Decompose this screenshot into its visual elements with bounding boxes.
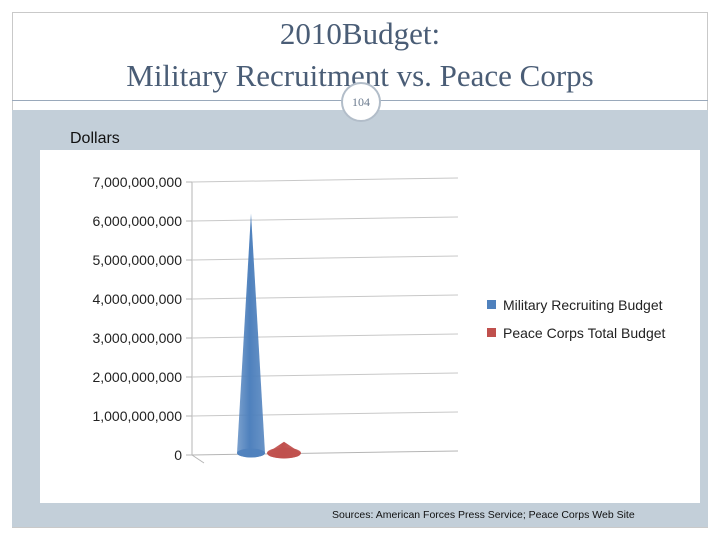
gridline [191,372,459,378]
footer-band [12,503,708,527]
slide-number: 104 [352,95,370,109]
y-tick-label: 4,000,000,000 [92,291,182,307]
y-tick-label: 6,000,000,000 [92,213,182,229]
cone-1 [237,213,265,458]
left-band [12,150,40,503]
gridline [191,255,459,261]
floor-back-edge [191,450,459,456]
legend-swatch-1 [487,300,496,309]
title-line-1: 2010Budget: [279,16,441,51]
legend-swatch-2 [487,328,496,337]
gridline [191,294,459,300]
y-axis-title: Dollars [70,130,120,147]
legend-label-2: Peace Corps Total Budget [503,325,666,341]
y-tick-label: 1,000,000,000 [92,408,182,424]
slide-number-badge: 104 [341,82,381,122]
legend-label-1: Military Recruiting Budget [503,297,663,313]
floor-side-edge [191,454,205,464]
gridline [191,216,459,222]
y-tick-label: 3,000,000,000 [92,330,182,346]
cone-2 [267,441,301,459]
y-tick-label: 7,000,000,000 [92,174,182,190]
chart-panel [40,150,700,503]
gridline [191,333,459,339]
y-tick-label: 0 [174,447,182,463]
gridline [191,411,459,417]
gridline [191,177,459,183]
right-band [700,150,708,503]
y-tick-label: 2,000,000,000 [92,369,182,385]
y-tick-label: 5,000,000,000 [92,252,182,268]
source-note: Sources: American Forces Press Service; … [332,509,635,521]
